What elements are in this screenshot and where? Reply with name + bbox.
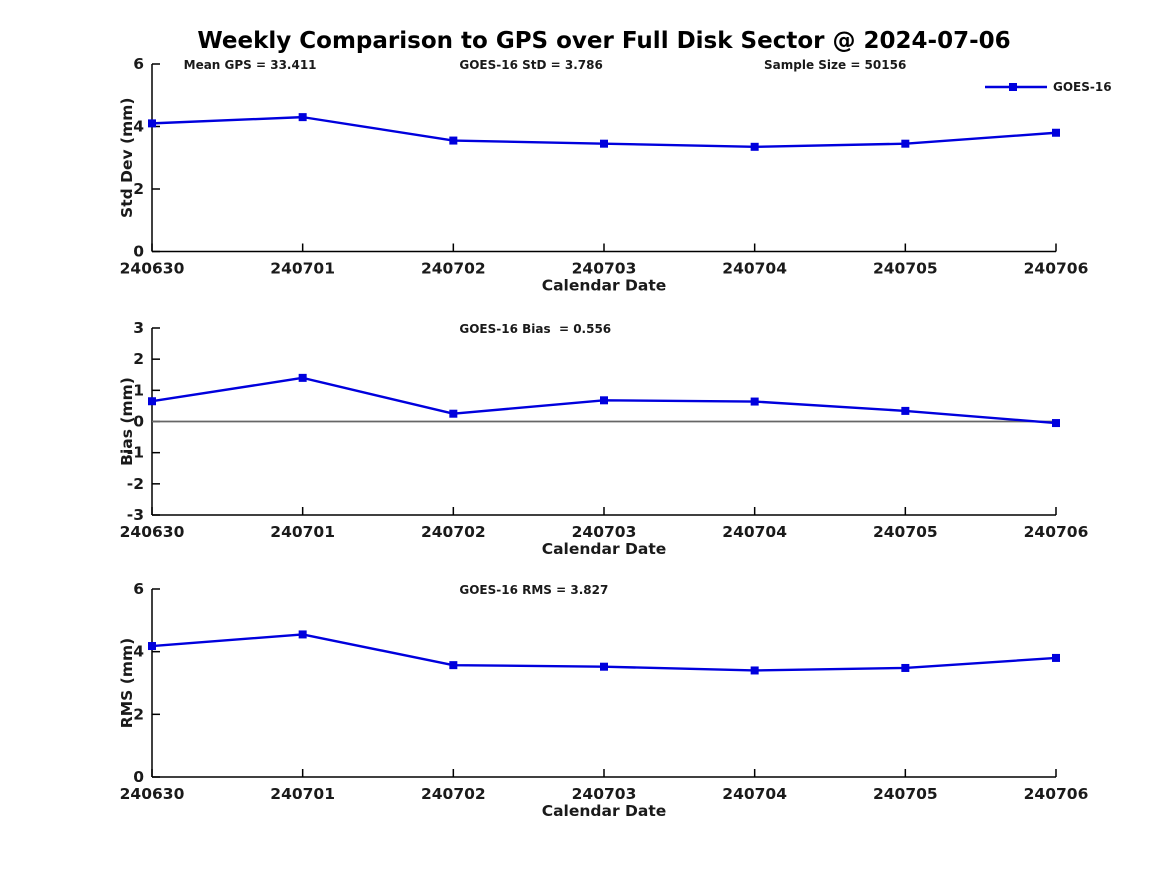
data-point-marker — [750, 397, 759, 406]
data-point-marker — [449, 661, 458, 670]
y-tick-label: 2 — [133, 350, 144, 368]
x-tick-label: 240701 — [270, 260, 335, 278]
y-tick-label: 1 — [133, 381, 144, 399]
x-tick-label: 240702 — [421, 785, 486, 803]
y-tick-label: 0 — [133, 768, 144, 786]
data-point-marker — [600, 662, 608, 671]
legend: GOES-16 — [985, 80, 1112, 94]
x-tick-label: 240702 — [421, 260, 486, 278]
x-tick-label: 240704 — [722, 523, 787, 541]
data-point-marker — [600, 139, 608, 148]
y-tick-label: 4 — [133, 643, 144, 661]
data-point-marker — [901, 663, 910, 672]
x-tick-label: 240702 — [421, 523, 486, 541]
x-tick-label: 240705 — [873, 260, 938, 278]
y-tick-label: 6 — [133, 580, 144, 598]
panel-std-dev: 0 2 4 6 240630 240701 240702 240703 240704 240705… — [118, 55, 1088, 295]
x-tick-label: 240703 — [572, 260, 637, 278]
annotation: GOES-16 RMS = 3.827 — [459, 583, 608, 597]
y-tick-label: 4 — [133, 118, 144, 136]
panel-bias: -3 -2 -1 0 1 2 3 240630 240701 240702 240703 240704… — [118, 319, 1088, 558]
data-point-marker — [298, 630, 307, 639]
annotation: Sample Size = 50156 — [764, 58, 906, 72]
x-tick-label: 240701 — [270, 523, 335, 541]
x-tick-label: 240630 — [120, 523, 185, 541]
y-axis-label: RMS (mm) — [118, 638, 136, 728]
x-axis-label: Calendar Date — [542, 540, 667, 558]
annotation: GOES-16 StD = 3.786 — [459, 58, 602, 72]
y-tick-label: 3 — [133, 319, 144, 337]
legend-label: GOES-16 — [1053, 80, 1112, 94]
y-tick-label: -2 — [127, 475, 144, 493]
x-axis-label: Calendar Date — [542, 802, 667, 820]
data-point-marker — [901, 139, 910, 148]
annotation: Mean GPS = 33.411 — [184, 58, 317, 72]
x-tick-label: 240705 — [873, 523, 938, 541]
legend-marker — [1009, 83, 1017, 91]
x-tick-label: 240704 — [722, 260, 787, 278]
y-tick-label: -3 — [127, 506, 144, 524]
y-tick-label: -1 — [127, 444, 144, 462]
data-point-marker — [1052, 653, 1060, 662]
x-tick-label: 240705 — [873, 785, 938, 803]
x-tick-label: 240703 — [572, 785, 637, 803]
data-point-marker — [600, 396, 608, 405]
x-tick-label: 240706 — [1024, 260, 1089, 278]
x-axis-label: Calendar Date — [542, 277, 667, 295]
chart-main-title: Weekly Comparison to GPS over Full Disk … — [197, 28, 1011, 54]
data-point-marker — [1052, 128, 1060, 137]
x-tick-label: 240701 — [270, 785, 335, 803]
data-point-marker — [449, 136, 458, 145]
x-tick-label: 240630 — [120, 785, 185, 803]
data-point-marker — [750, 666, 759, 675]
data-point-marker — [148, 397, 156, 406]
y-tick-label: 0 — [133, 243, 144, 261]
data-point-marker — [449, 409, 458, 418]
annotation: GOES-16 Bias = 0.556 — [459, 322, 611, 336]
x-tick-label: 240703 — [572, 523, 637, 541]
y-tick-label: 6 — [133, 55, 144, 73]
data-point-marker — [298, 113, 307, 122]
y-axis-label: Bias (mm) — [118, 377, 136, 466]
x-tick-label: 240704 — [722, 785, 787, 803]
data-point-marker — [1052, 419, 1060, 428]
data-point-marker — [148, 642, 156, 651]
data-point-marker — [750, 142, 759, 151]
x-tick-label: 240706 — [1024, 523, 1089, 541]
data-point-marker — [901, 406, 910, 415]
y-tick-label: 2 — [133, 180, 144, 198]
data-point-marker — [298, 373, 307, 382]
y-tick-label: 2 — [133, 705, 144, 723]
y-tick-label: 0 — [133, 413, 144, 431]
panel-rms: 0 2 4 6 240630 240701 240702 240703 240704 240705… — [118, 580, 1088, 820]
x-tick-label: 240630 — [120, 260, 185, 278]
y-axis-label: Std Dev (mm) — [118, 98, 136, 218]
data-point-marker — [148, 119, 156, 128]
x-tick-label: 240706 — [1024, 785, 1089, 803]
